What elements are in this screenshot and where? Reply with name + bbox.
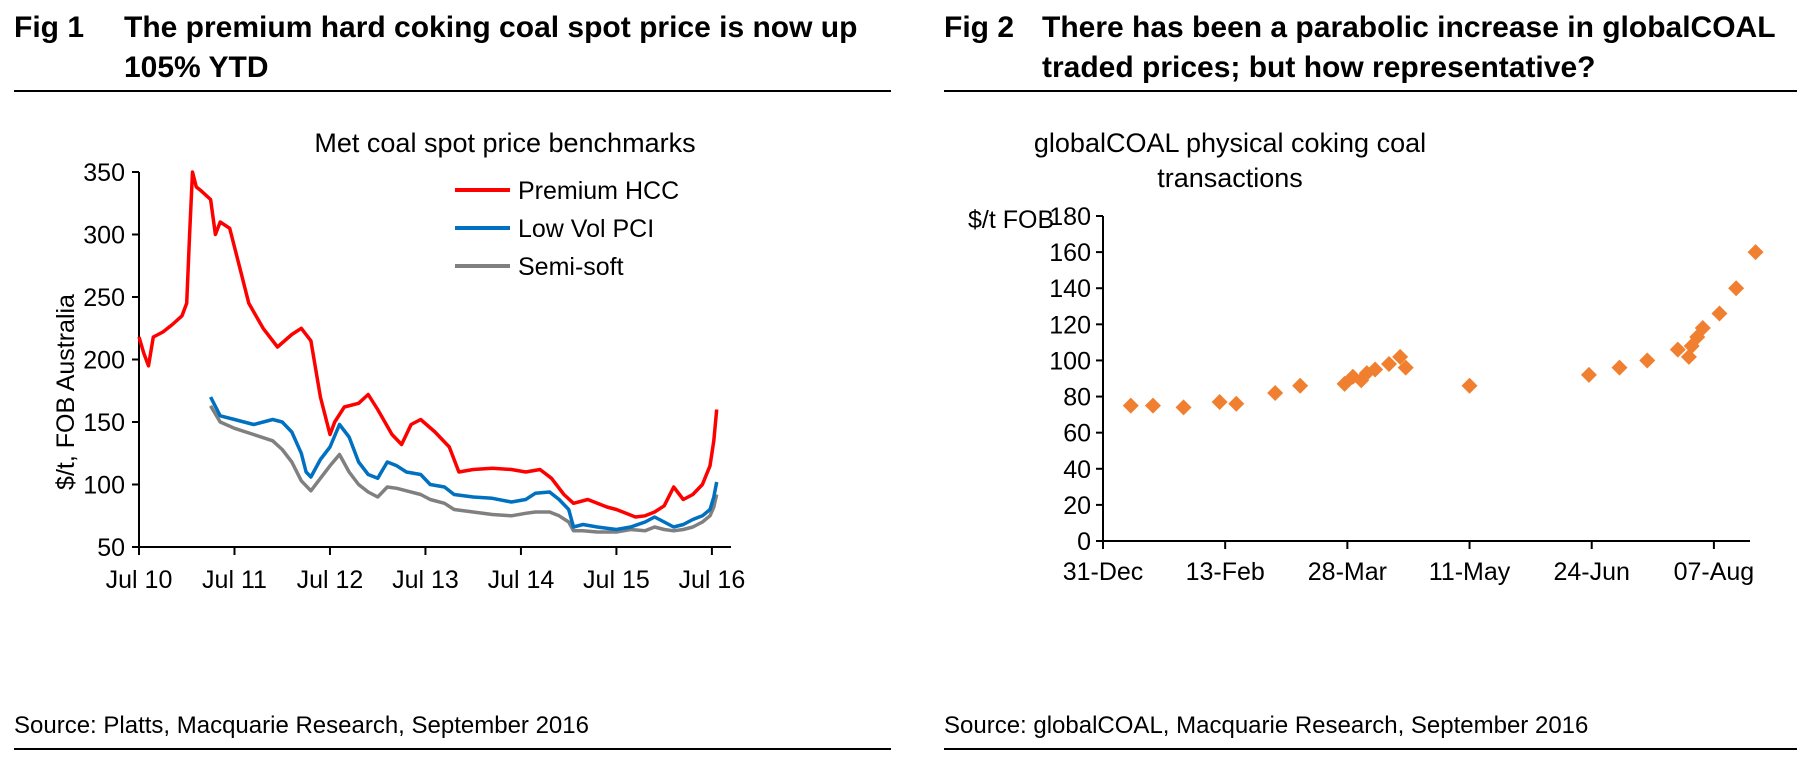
- scatter-point: [1381, 356, 1398, 373]
- scatter-point: [1292, 377, 1309, 394]
- chart-1-y-tick-label: 100: [83, 472, 125, 500]
- chart-2-title-line-1: globalCOAL physical coking coal: [1034, 128, 1426, 158]
- scatter-point: [1711, 305, 1728, 322]
- scatter-point: [1344, 368, 1361, 385]
- scatter-point: [1122, 397, 1139, 414]
- chart-1-legend: Premium HCC Low Vol PCI Semi-soft: [455, 177, 679, 281]
- scatter-point: [1611, 359, 1628, 376]
- chart-1-x-tick-label: Jul 10: [106, 566, 173, 594]
- chart-2-x-tick-label: 31-Dec: [1063, 558, 1144, 586]
- chart-2-y-tick-label: 160: [1049, 239, 1091, 267]
- scatter-point: [1228, 395, 1245, 412]
- chart-1-x-tick-label: Jul 13: [392, 566, 459, 594]
- scatter-point: [1747, 244, 1764, 261]
- legend-label-semi-soft: Semi-soft: [518, 253, 624, 281]
- chart-1-title: Met coal spot price benchmarks: [314, 128, 695, 158]
- chart-1-x-tick-label: Jul 12: [297, 566, 364, 594]
- chart-2-y-tick-label: 100: [1049, 347, 1091, 375]
- figure-2-panel: Fig 2 There has been a parabolic increas…: [930, 0, 1811, 764]
- chart-2-y-tick-label: 60: [1063, 420, 1091, 448]
- chart-1-y-tick-label: 300: [83, 222, 125, 250]
- scatter-point: [1683, 338, 1700, 354]
- scatter-point: [1175, 399, 1192, 416]
- figure-2-bottom-divider: [944, 748, 1797, 750]
- scatter-point: [1580, 366, 1597, 383]
- scatter-point: [1144, 397, 1161, 414]
- figure-1-bottom-divider: [14, 748, 891, 750]
- chart-2-y-tick-label: 140: [1049, 275, 1091, 303]
- scatter-point: [1680, 348, 1697, 365]
- met-coal-line-chart: Met coal spot price benchmarks $/t, FOB …: [52, 128, 746, 594]
- scatter-point: [1397, 359, 1414, 376]
- chart-2-y-tick-label: 40: [1063, 456, 1091, 484]
- chart-2-x-tick-label: 24-Jun: [1553, 558, 1629, 586]
- chart-1-y-tick-label: 50: [97, 534, 125, 562]
- scatter-point: [1639, 352, 1656, 369]
- chart-1-x-tick-label: Jul 11: [202, 566, 267, 594]
- globalcoal-scatter-chart: globalCOAL physical coking coal transact…: [968, 128, 1764, 586]
- scatter-point: [1211, 393, 1228, 410]
- chart-1-y-tick-label: 350: [83, 159, 125, 187]
- chart-1-y-tick-label: 150: [83, 409, 125, 437]
- chart-1-y-axis-label: $/t, FOB Australia: [52, 294, 80, 490]
- chart-2-y-tick-label: 180: [1049, 203, 1091, 231]
- scatter-point: [1336, 375, 1353, 392]
- series-line-semi-soft: [209, 404, 719, 534]
- scatter-point: [1367, 361, 1384, 378]
- series-line-premium-hcc: [137, 170, 719, 519]
- chart-2-y-tick-label: 20: [1063, 492, 1091, 520]
- figure-2-top-divider: [944, 90, 1797, 92]
- chart-2-y-axis-label: $/t FOB: [968, 206, 1054, 234]
- chart-1-y-tick-label: 200: [83, 347, 125, 375]
- scatter-point: [1392, 348, 1409, 365]
- scatter-point: [1358, 365, 1375, 382]
- figure-1-label: Fig 1: [14, 11, 85, 44]
- series-line-low-vol-pci: [209, 396, 719, 532]
- chart-1-y-axis: 50 100 150 200 250 300 350: [83, 159, 140, 562]
- figure-1-source: Source: Platts, Macquarie Research, Sept…: [14, 712, 589, 739]
- chart-2-x-tick-label: 13-Feb: [1186, 558, 1265, 586]
- chart-2-points-group: [1122, 244, 1764, 416]
- figure-1-panel: Fig 1 The premium hard coking coal spot …: [0, 0, 905, 764]
- figure-1-title: The premium hard coking coal spot price …: [124, 11, 858, 84]
- scatter-point: [1694, 319, 1711, 336]
- figure-1-top-divider: [14, 90, 891, 92]
- figure-2-source: Source: globalCOAL, Macquarie Research, …: [944, 712, 1589, 739]
- chart-2-y-tick-label: 0: [1077, 528, 1091, 556]
- chart-1-x-axis: Jul 10 Jul 11 Jul 12 Jul 13 Jul 14 Jul 15 Jul …: [106, 546, 746, 594]
- chart-2-y-axis: 0 20 40 60 80 100 120 140 160 180: [1049, 203, 1104, 556]
- chart-1-x-tick-label: Jul 14: [488, 566, 555, 594]
- chart-2-x-axis: 31-Dec 13-Feb 28-Mar 11-May 24-Jun 07-Aug: [1063, 540, 1755, 586]
- chart-2-x-tick-label: 28-Mar: [1308, 558, 1387, 586]
- scatter-point: [1669, 341, 1686, 358]
- chart-1-series-group: [137, 170, 719, 534]
- scatter-point: [1728, 280, 1745, 297]
- chart-1-y-tick-label: 250: [83, 284, 125, 312]
- chart-2-x-tick-label: 11-May: [1429, 558, 1511, 586]
- chart-2-y-tick-label: 80: [1063, 384, 1091, 412]
- chart-2-x-tick-label: 07-Aug: [1674, 558, 1755, 586]
- figure-2-title: There has been a parabolic increase in g…: [1042, 11, 1776, 84]
- legend-label-premium-hcc: Premium HCC: [518, 177, 679, 205]
- chart-2-y-tick-label: 120: [1049, 311, 1091, 339]
- scatter-point: [1461, 377, 1478, 394]
- chart-1-x-tick-label: Jul 15: [583, 566, 650, 594]
- chart-1-x-tick-label: Jul 16: [679, 566, 746, 594]
- legend-label-low-vol-pci: Low Vol PCI: [518, 215, 654, 243]
- figure-2-label: Fig 2: [944, 11, 1015, 44]
- chart-2-title-line-2: transactions: [1157, 163, 1303, 193]
- scatter-point: [1267, 384, 1284, 401]
